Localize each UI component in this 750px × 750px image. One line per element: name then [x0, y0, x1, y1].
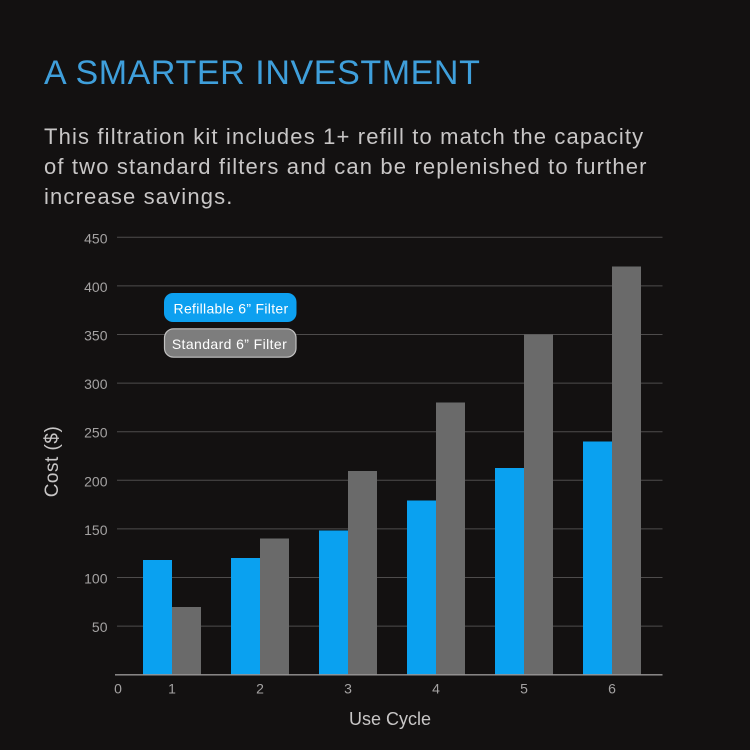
svg-text:300: 300	[84, 376, 108, 392]
svg-text:3: 3	[344, 681, 352, 697]
svg-text:Cost ($): Cost ($)	[42, 426, 63, 498]
svg-text:4: 4	[432, 681, 440, 697]
svg-text:5: 5	[520, 681, 528, 697]
svg-text:400: 400	[84, 279, 108, 295]
svg-text:Refillable 6” Filter: Refillable 6” Filter	[174, 301, 289, 317]
svg-text:2: 2	[256, 681, 264, 697]
svg-text:0: 0	[114, 681, 122, 697]
svg-text:450: 450	[84, 230, 108, 246]
svg-text:6: 6	[608, 681, 616, 697]
svg-text:100: 100	[84, 571, 108, 587]
svg-text:150: 150	[84, 522, 108, 538]
svg-text:50: 50	[92, 619, 108, 635]
svg-text:Use Cycle: Use Cycle	[349, 709, 431, 729]
svg-text:350: 350	[84, 328, 108, 344]
svg-text:1: 1	[168, 681, 176, 697]
svg-text:Standard 6” Filter: Standard 6” Filter	[172, 336, 287, 352]
svg-text:200: 200	[84, 473, 108, 489]
svg-text:250: 250	[84, 425, 108, 441]
